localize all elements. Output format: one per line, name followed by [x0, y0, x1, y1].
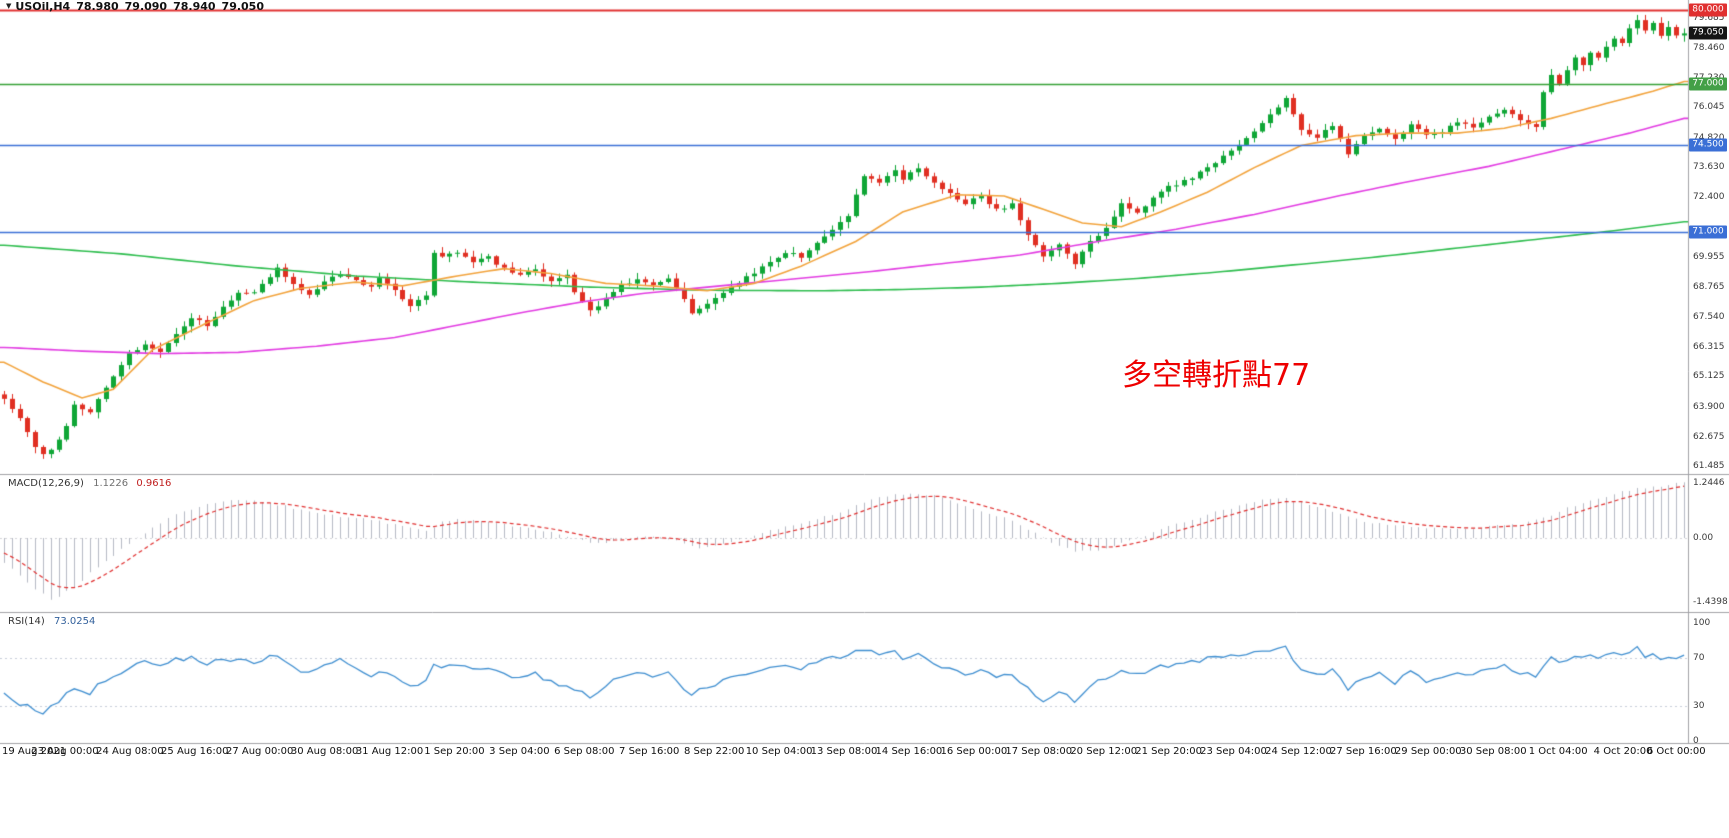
time-axis-label: 3 Sep 04:00: [489, 746, 550, 757]
time-axis-label: 30 Aug 08:00: [290, 746, 359, 757]
price-axis-label: 74.820: [1693, 132, 1725, 143]
ohlc-high: 79.090: [124, 0, 168, 13]
time-axis-label: 6 Oct 00:00: [1646, 746, 1706, 757]
symbol-timeframe: USOil,H4: [15, 0, 71, 13]
macd-main-value: 1.1226: [93, 478, 129, 489]
price-axis-label: 61.485: [1693, 461, 1725, 472]
rsi-indicator-label: RSI(14) 73.0254: [8, 616, 95, 627]
rsi-value: 73.0254: [53, 616, 96, 627]
symbol-dropdown-icon[interactable]: ▼: [6, 2, 12, 10]
time-axis-label: 31 Aug 12:00: [355, 746, 424, 757]
price-axis-badge: 80.000: [1689, 3, 1727, 17]
chart-annotation-text[interactable]: 多空轉折點77: [1122, 358, 1311, 393]
time-axis-label: 21 Sep 20:00: [1135, 746, 1202, 757]
chart-titlebar: ▼ USOil,H4 78.980 79.090 78.940 79.050: [6, 0, 264, 13]
ohlc-open: 78.980: [76, 0, 119, 13]
price-axis-label: 68.765: [1693, 281, 1725, 292]
time-axis-label: 14 Sep 16:00: [875, 746, 943, 757]
time-axis-label: 23 Aug 00:00: [31, 746, 99, 757]
price-axis-label: 69.955: [1693, 252, 1725, 263]
macd-name: MACD(12,26,9): [8, 478, 84, 489]
time-axis-label: 25 Aug 16:00: [161, 746, 229, 757]
rsi-axis-label: 100: [1693, 618, 1711, 628]
time-axis-label: 23 Sep 04:00: [1200, 746, 1267, 757]
price-axis-label: 76.045: [1693, 102, 1725, 113]
price-axis-label: 63.900: [1693, 401, 1725, 412]
time-axis-label: 24 Sep 12:00: [1265, 746, 1332, 757]
time-axis[interactable]: 19 Aug 2021 23 Aug 00:00 24 Aug 08:00 25 Au…: [0, 743, 1706, 761]
macd-signal-value: 0.9616: [136, 478, 172, 489]
ohlc-low: 78.940: [173, 0, 216, 13]
time-axis-label: 8 Sep 22:00: [683, 746, 745, 757]
time-axis-label: 29 Sep 00:00: [1394, 746, 1462, 757]
time-axis-label: 4 Oct 20:00: [1593, 746, 1653, 757]
rsi-axis-label: 30: [1693, 700, 1705, 711]
price-axis-label: 73.630: [1693, 161, 1725, 172]
rsi-axis-label: 0: [1693, 736, 1699, 746]
time-axis-label: 19 Aug 2021: [2, 746, 67, 757]
time-axis-label: 16 Sep 00:00: [940, 746, 1008, 757]
price-axis-badge: 79.050: [1689, 26, 1727, 40]
time-axis-label: 1 Oct 04:00: [1528, 746, 1588, 757]
time-axis-label: 24 Aug 08:00: [96, 746, 164, 757]
rsi-name: RSI(14): [8, 616, 45, 627]
time-axis-label: 6 Sep 08:00: [554, 746, 615, 757]
time-axis-label: 1 Sep 20:00: [424, 746, 485, 757]
time-axis-label: 13 Sep 08:00: [810, 746, 878, 757]
time-axis-label: 30 Sep 08:00: [1459, 746, 1527, 757]
macd-axis-label: -1.4398: [1693, 596, 1728, 607]
price-axis-label: 66.315: [1693, 342, 1725, 353]
price-axis-label: 67.540: [1693, 311, 1725, 322]
macd-indicator-label: MACD(12,26,9) 1.1226 0.9616: [8, 478, 171, 489]
price-axis-label: 78.460: [1693, 42, 1725, 53]
price-axis-badge: 71.000: [1689, 225, 1727, 239]
time-axis-label: 17 Sep 08:00: [1005, 746, 1073, 757]
price-axis-badge: 77.000: [1689, 77, 1727, 91]
macd-axis-label: 1.2446: [1693, 477, 1725, 488]
time-axis-label: 20 Sep 12:00: [1070, 746, 1138, 757]
time-axis-label: 7 Sep 16:00: [619, 746, 680, 757]
price-axis-label: 79.685: [1693, 12, 1725, 23]
time-axis-label: 27 Aug 00:00: [225, 746, 294, 757]
time-axis-label: 10 Sep 04:00: [745, 746, 813, 757]
ohlc-close: 79.050: [221, 0, 264, 13]
price-axis[interactable]: 79.68578.46077.23076.04574.82073.63072.4…: [1688, 0, 1729, 746]
price-axis-label: 65.125: [1693, 371, 1725, 382]
time-axis-label: 27 Sep 16:00: [1330, 746, 1397, 757]
macd-axis-label: 0.00: [1693, 533, 1714, 543]
rsi-axis-label: 70: [1693, 653, 1705, 664]
price-axis-badge: 74.500: [1689, 138, 1727, 152]
price-axis-label: 72.400: [1693, 192, 1725, 203]
price-axis-label: 62.675: [1693, 431, 1725, 442]
